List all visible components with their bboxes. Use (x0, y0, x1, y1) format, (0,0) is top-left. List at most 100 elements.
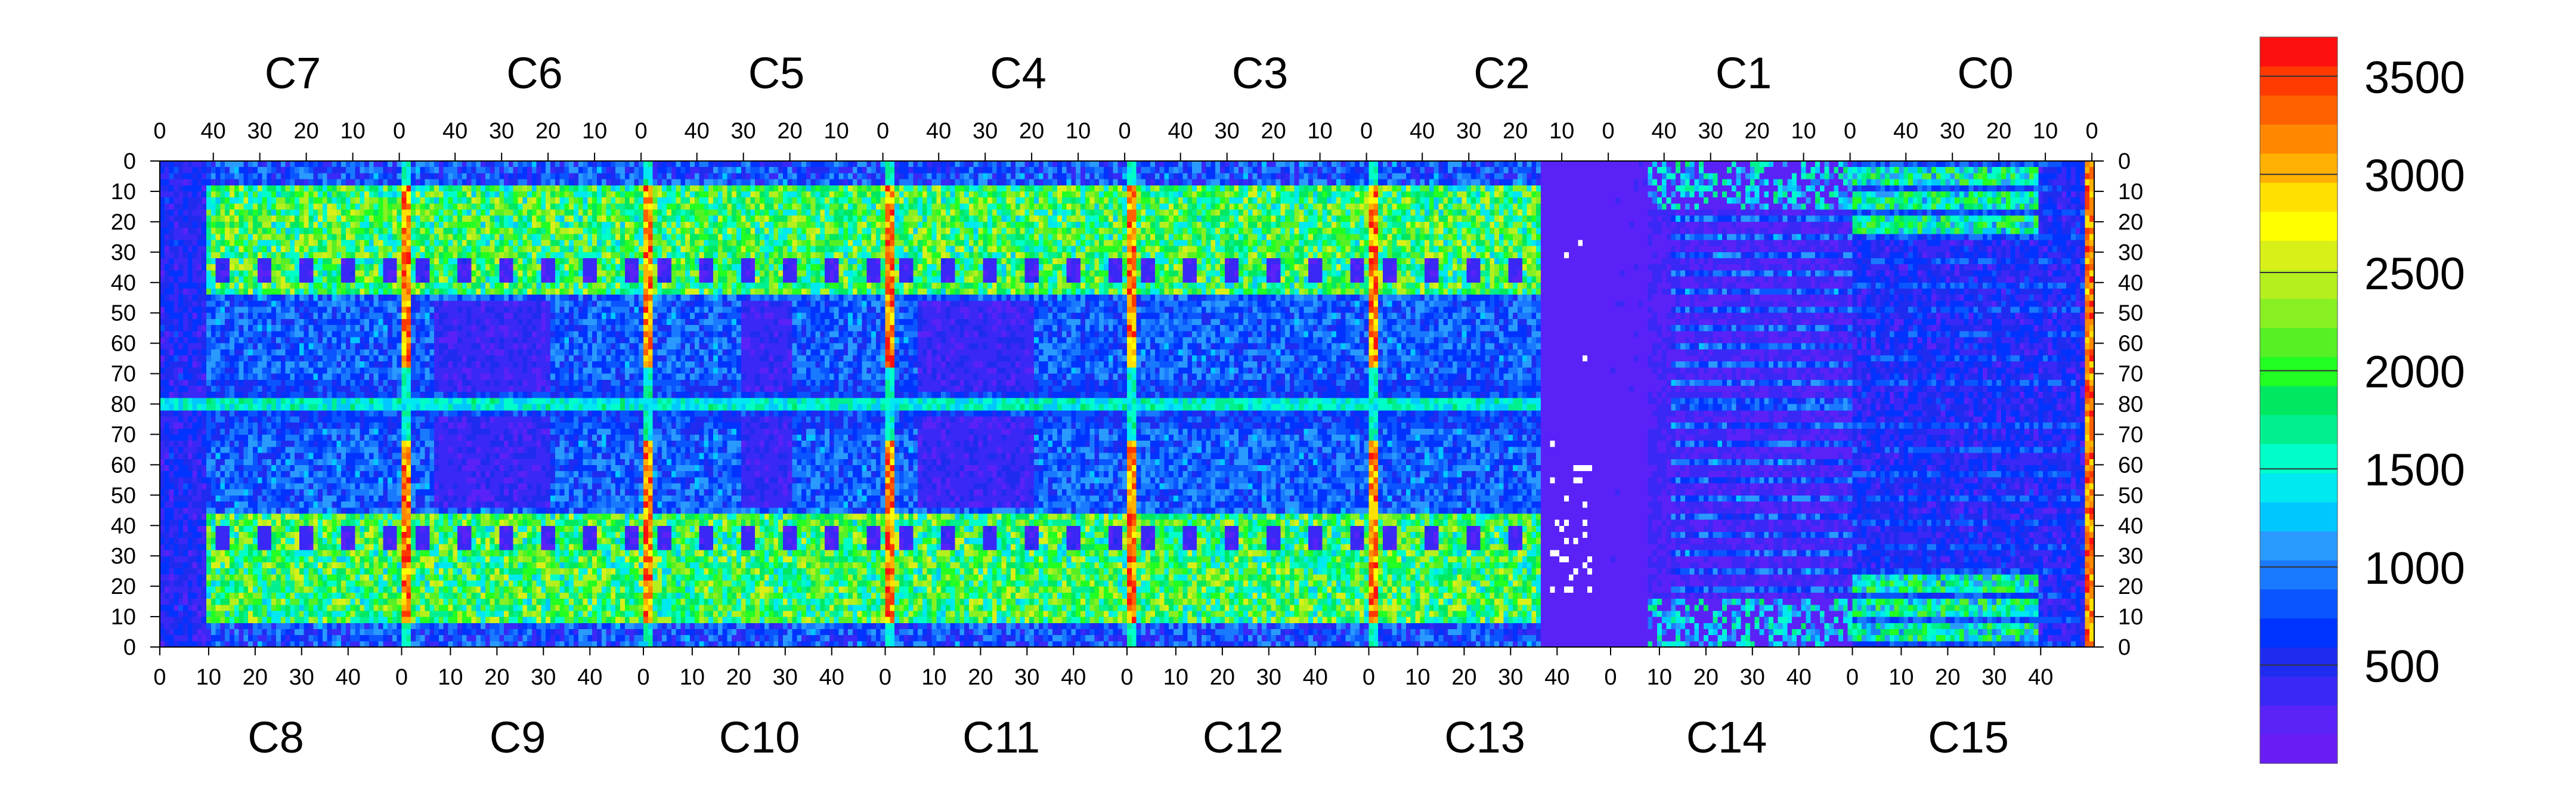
heatmap-cell (397, 349, 402, 356)
heatmap-cell (234, 580, 239, 587)
heatmap-cell (397, 258, 402, 265)
heatmap-cell (327, 459, 332, 465)
heatmap-cell (188, 525, 193, 532)
heatmap-cell (197, 185, 202, 192)
heatmap-cell (332, 556, 337, 562)
heatmap-cell (299, 161, 304, 168)
heatmap-cell (332, 635, 337, 642)
heatmap-cell (364, 173, 369, 179)
heatmap-cell (587, 240, 592, 246)
heatmap-cell (234, 392, 239, 398)
heatmap-cell (364, 240, 369, 246)
heatmap-cell (281, 447, 286, 453)
heatmap-cell (220, 531, 225, 538)
heatmap-cell (336, 331, 341, 338)
heatmap-cell (537, 228, 541, 234)
heatmap-cell (360, 307, 364, 314)
heatmap-cell (262, 185, 267, 192)
heatmap-cell (392, 434, 397, 441)
heatmap-cell (388, 307, 392, 314)
heatmap-cell (230, 197, 234, 204)
heatmap-cell (206, 447, 211, 453)
heatmap-cell (634, 161, 639, 168)
heatmap-cell (592, 161, 597, 168)
heatmap-cell (248, 544, 253, 550)
heatmap-cell (243, 477, 248, 484)
heatmap-cell (276, 355, 281, 362)
heatmap-cell (397, 277, 402, 283)
heatmap-cell (364, 203, 369, 210)
heatmap-cell (327, 477, 332, 484)
heatmap-cell (383, 599, 388, 605)
heatmap-cell (286, 167, 290, 174)
heatmap-cell (332, 525, 337, 532)
heatmap-cell (583, 203, 588, 210)
heatmap-cell (397, 319, 402, 326)
heatmap-cell (364, 519, 369, 526)
heatmap-cell (206, 538, 211, 544)
heatmap-cell (355, 361, 360, 368)
heatmap-cell (364, 617, 369, 623)
heatmap-cell (369, 307, 374, 314)
heatmap-cell (411, 179, 416, 186)
heatmap-cell (360, 410, 364, 417)
heatmap-cell (374, 599, 379, 605)
heatmap-cell (239, 234, 244, 240)
heatmap-cell (165, 295, 169, 301)
heatmap-cell (336, 422, 341, 429)
heatmap-cell (518, 216, 522, 222)
heatmap-cell (318, 465, 323, 471)
heatmap-cell (220, 441, 225, 447)
heatmap-cell (253, 380, 258, 386)
heatmap-cell (216, 422, 221, 429)
heatmap-cell (160, 167, 165, 174)
heatmap-cell (411, 246, 416, 253)
heatmap-cell (211, 459, 216, 465)
heatmap-cell (355, 471, 360, 478)
heatmap-cell (160, 179, 165, 186)
heatmap-cell (267, 447, 271, 453)
heatmap-cell (183, 264, 188, 271)
heatmap-cell (243, 191, 248, 198)
heatmap-cell (332, 319, 337, 326)
heatmap-cell (276, 495, 281, 501)
heatmap-cell (202, 519, 206, 526)
heatmap-cell (602, 246, 606, 253)
heatmap-cell (169, 367, 174, 374)
heatmap-cell (346, 319, 351, 326)
heatmap-cell (444, 197, 448, 204)
heatmap-cell (197, 228, 202, 234)
heatmap-cell (364, 586, 369, 593)
heatmap-cell (392, 228, 397, 234)
heatmap-cell (369, 283, 374, 289)
heatmap-cell (379, 550, 383, 556)
heatmap-cell (165, 307, 169, 314)
heatmap-cell (379, 410, 383, 417)
heatmap-cell (220, 477, 225, 484)
heatmap-cell (336, 361, 341, 368)
heatmap-cell (369, 635, 374, 642)
heatmap-cell (183, 270, 188, 277)
heatmap-cell (392, 240, 397, 246)
heatmap-cell (188, 191, 193, 198)
heatmap-cell (160, 173, 165, 179)
heatmap-cell (374, 325, 379, 332)
heatmap-cell (323, 295, 327, 301)
heatmap-cell (271, 489, 276, 496)
heatmap-cell (165, 185, 169, 192)
heatmap-cell (374, 422, 379, 429)
heatmap-cell (341, 161, 346, 168)
heatmap-cell (234, 477, 239, 484)
heatmap-cell (360, 501, 364, 508)
heatmap-cell (341, 289, 346, 295)
heatmap-cell (188, 161, 193, 168)
heatmap-cell (504, 191, 509, 198)
heatmap-cell (448, 191, 453, 198)
heatmap-cell (537, 222, 541, 228)
heatmap-cell (374, 210, 379, 216)
heatmap-cell (550, 210, 555, 216)
heatmap-cell (299, 477, 304, 484)
heatmap-cell (197, 355, 202, 362)
heatmap-cell (569, 167, 574, 174)
heatmap-cell (364, 197, 369, 204)
